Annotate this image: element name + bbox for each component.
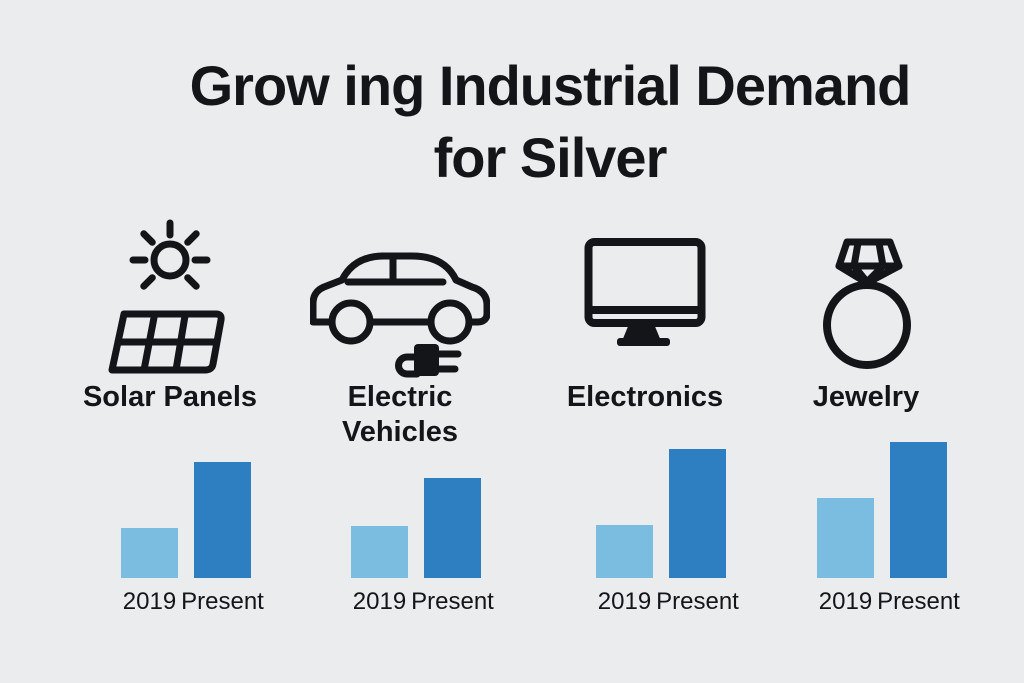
sun-and-solar-panel-icon [108, 219, 225, 374]
bar-group-2019: 2019 [351, 526, 408, 616]
category-label-line: Vehicles [341, 415, 459, 448]
electronics-icon-box [530, 210, 760, 378]
category-label-line: Jewelry [812, 381, 920, 413]
bar-label-2019: 2019 [597, 588, 652, 615]
bar-2019 [121, 528, 178, 578]
electric-vehicles-icon-box [285, 210, 515, 378]
bar-chart-electric-vehicles: 2019 Present [301, 442, 531, 616]
bar-2019 [817, 498, 874, 578]
solar-panels-icon-box [55, 210, 285, 378]
category-label-line: Electronics [566, 381, 724, 413]
category-label-line: Solar Panels [82, 381, 258, 413]
column-electronics: Electronics 2019 Present [530, 210, 760, 630]
bar-label-2019: 2019 [122, 588, 177, 615]
bar-chart-jewelry: 2019 Present [767, 442, 997, 616]
bar-2019 [596, 525, 653, 578]
bar-group-2019: 2019 [596, 525, 653, 616]
page-title: Grow ing Industrial Demand for Silver [76, 50, 1024, 193]
electric-car-with-plug-icon [310, 252, 490, 378]
desktop-monitor-icon [584, 238, 706, 346]
bar-2019 [351, 526, 408, 578]
bar-label-present: Present [411, 588, 494, 615]
bar-label-present: Present [877, 588, 960, 615]
bar-chart-solar-panels: 2019 Present [71, 442, 301, 616]
category-label-electronics: Electronics [530, 380, 760, 415]
bar-group-present: Present [181, 462, 264, 616]
bar-label-2019: 2019 [352, 588, 407, 615]
bar-present [669, 449, 726, 578]
bar-chart-electronics: 2019 Present [546, 442, 776, 616]
bar-label-present: Present [181, 588, 264, 615]
diamond-ring-icon [823, 238, 911, 369]
bar-group-present: Present [877, 442, 960, 616]
bar-group-present: Present [411, 478, 494, 616]
bar-present [890, 442, 947, 578]
column-electric-vehicles: Electric Vehicles 2019 Present [285, 210, 515, 630]
bar-present [194, 462, 251, 578]
column-solar-panels: Solar Panels 2019 Present [55, 210, 285, 630]
column-jewelry: Jewelry 2019 Present [751, 210, 981, 630]
jewelry-icon-box [751, 210, 981, 378]
bar-label-2019: 2019 [818, 588, 873, 615]
category-label-electric-vehicles: Electric Vehicles [285, 380, 515, 450]
page-title-line-2: for Silver [433, 125, 668, 189]
bar-group-present: Present [656, 449, 739, 616]
category-label-line: Electric [347, 381, 453, 413]
bar-label-present: Present [656, 588, 739, 615]
category-label-solar-panels: Solar Panels [55, 380, 285, 415]
bar-group-2019: 2019 [817, 498, 874, 616]
bar-present [424, 478, 481, 578]
bar-group-2019: 2019 [121, 528, 178, 616]
page-title-line-1: Grow ing Industrial Demand [189, 54, 912, 117]
category-label-jewelry: Jewelry [751, 380, 981, 415]
